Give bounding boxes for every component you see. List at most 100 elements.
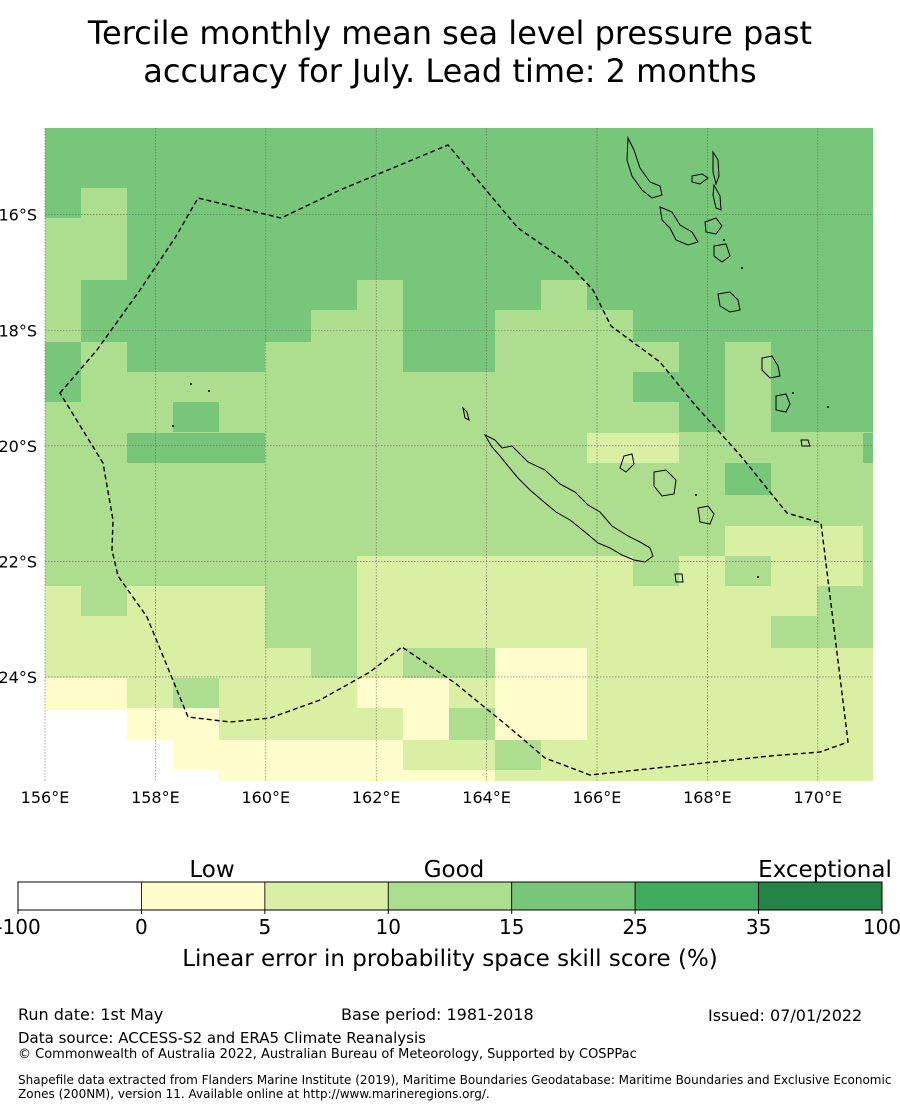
ouvea-coast (619, 453, 635, 473)
skill-cell (725, 463, 771, 495)
lat-tick-label: 22°S (0, 552, 37, 571)
skill-cell (541, 556, 633, 586)
skill-cell (725, 526, 863, 556)
copyright-notice: © Commonwealth of Australia 2022, Austra… (18, 1047, 637, 1062)
colorbar-category-label: Low (189, 857, 234, 883)
colorbar-segment (17, 881, 142, 911)
lon-tick-label: 168°E (683, 788, 732, 807)
epi-coast (704, 217, 723, 235)
title-line-1: Tercile monthly mean sea level pressure … (87, 14, 813, 52)
eez-boundary (59, 144, 849, 776)
lon-tick-label: 156°E (21, 788, 70, 807)
islet-marker (741, 267, 743, 269)
skill-cell (771, 402, 873, 432)
island-coast (800, 439, 811, 447)
skill-cell (81, 310, 311, 342)
colorbar-label: Linear error in probability space skill … (182, 946, 718, 972)
skill-cell (127, 433, 265, 463)
skill-cell (403, 310, 495, 342)
erromango-coast (717, 291, 741, 313)
skill-cell (449, 678, 495, 708)
skill-cell (679, 556, 725, 586)
colorbar-segment (758, 881, 883, 911)
lat-tick-label: 18°S (0, 321, 37, 340)
skill-cell (449, 740, 495, 770)
aneityum-coast (775, 393, 791, 413)
skill-cell (45, 342, 81, 402)
skill-cell (863, 433, 873, 463)
issued-date: Issued: 07/01/2022 (708, 1006, 863, 1025)
lifou-coast (653, 469, 677, 497)
colorbar-tick-label: 10 (376, 915, 401, 939)
colorbar-tick-label: 5 (258, 915, 271, 939)
lon-tick-label: 162°E (352, 788, 401, 807)
islet-marker (190, 383, 192, 385)
skill-cell (771, 342, 873, 372)
skill-cell (45, 586, 81, 678)
colorbar-tick-label: -100 (0, 915, 41, 939)
skill-cell (219, 678, 357, 708)
skill-cell (633, 372, 725, 402)
islet-marker (723, 239, 725, 241)
maewo-coast (712, 150, 720, 186)
ambae-coast (691, 173, 709, 185)
colorbar-tick-label: 25 (622, 915, 647, 939)
colorbar-tick-label: 15 (499, 915, 524, 939)
skill-cell (45, 678, 127, 710)
lat-tick-label: 24°S (0, 668, 37, 687)
skill-cell (495, 770, 541, 781)
skill-cell (219, 770, 495, 781)
colorbar-tick-label: 100 (863, 915, 900, 939)
skill-cell (127, 342, 265, 372)
skill-cell (495, 648, 587, 678)
skill-cell (173, 770, 219, 781)
skill-cell (495, 708, 587, 740)
lon-tick-label: 166°E (573, 788, 622, 807)
islet-marker (792, 392, 794, 394)
new-caledonia-coast (483, 433, 654, 563)
islet-marker (757, 576, 759, 578)
island-coast (462, 406, 470, 421)
skill-cell (45, 710, 127, 781)
skill-cell (817, 586, 873, 616)
skill-map: 156°E 158°E 160°E 162°E 164°E 166°E 168°E 170°E… (0, 128, 873, 807)
colorbar-tick-label: 0 (135, 915, 148, 939)
lon-tick-label: 170°E (793, 788, 842, 807)
skill-cell (127, 740, 173, 781)
colorbar-segment (511, 881, 636, 911)
islet-marker (208, 390, 210, 392)
skill-cell (265, 586, 357, 648)
colorbar: -100 0 5 10 15 25 35 100 Low Good Exceptional Linea… (0, 857, 900, 972)
skill-cell (45, 188, 81, 218)
efate-coast (713, 243, 731, 263)
skill-cell (81, 616, 127, 678)
colorbar-segment (141, 881, 266, 911)
isle-of-pines-coast (674, 573, 684, 583)
tanna-coast (761, 355, 781, 379)
skill-cell (403, 342, 495, 372)
colorbar-segment (387, 881, 513, 911)
colorbar-tick-label: 35 (746, 915, 771, 939)
lat-tick-label: 16°S (0, 206, 37, 225)
skill-cell (633, 310, 873, 342)
colorbar-segment (264, 881, 389, 911)
skill-cell (81, 188, 127, 218)
map-title: Tercile monthly mean sea level pressure … (0, 14, 900, 90)
skill-cell (771, 372, 873, 402)
shapefile-credit: Shapefile data extracted from Flanders M… (18, 1073, 892, 1101)
islet-marker (827, 406, 829, 408)
mare-coast (697, 505, 715, 525)
islet-marker (172, 425, 174, 427)
skill-cell (679, 342, 725, 372)
skill-cell (771, 556, 863, 586)
skill-cell (81, 280, 357, 310)
lon-tick-label: 158°E (131, 788, 180, 807)
colorbar-category-label: Exceptional (758, 857, 892, 883)
skill-cell (127, 188, 873, 280)
lon-tick-label: 164°E (462, 788, 511, 807)
skill-cell (587, 648, 873, 678)
skill-cell (495, 586, 817, 648)
colorbar-segment (634, 881, 759, 911)
lat-tick-label: 20°S (0, 437, 37, 456)
title-line-2: accuracy for July. Lead time: 2 months (143, 52, 757, 90)
